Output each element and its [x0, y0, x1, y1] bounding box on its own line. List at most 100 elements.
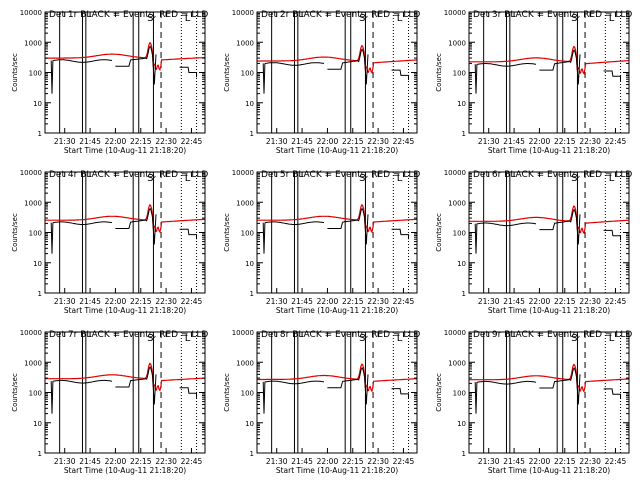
x-tick-label: 21:45 — [79, 297, 101, 306]
x-tick-label: 22:30 — [579, 457, 601, 466]
y-tick-label: 100 — [29, 70, 42, 78]
y-axis-label: Counts/sec — [11, 53, 19, 92]
x-tick-label: 22:00 — [317, 137, 339, 146]
events-line — [474, 367, 621, 414]
x-tick-label: 22:00 — [529, 297, 551, 306]
y-axis-label: Counts/sec — [435, 213, 443, 252]
y-tick-label: 10000 — [444, 9, 466, 17]
y-tick-label: 100 — [29, 390, 42, 398]
events-line — [262, 48, 409, 94]
y-tick-label: 1 — [38, 290, 42, 298]
x-tick-label: 22:45 — [393, 457, 415, 466]
y-tick-label: 10000 — [232, 169, 254, 177]
y-tick-label: 100 — [241, 390, 254, 398]
x-axis-label: Start Time (10-Aug-11 21:18:20) — [64, 146, 186, 155]
data-layer — [45, 332, 205, 453]
x-tick-label: 21:30 — [266, 457, 288, 466]
y-tick-label: 100 — [453, 390, 466, 398]
events-line — [262, 207, 409, 254]
events-line — [474, 49, 621, 94]
events-line — [262, 366, 409, 414]
y-tick-label: 1 — [462, 130, 466, 138]
x-tick-label: 22:45 — [181, 137, 203, 146]
marker-label-s: S — [147, 173, 153, 184]
x-tick-label: 21:45 — [503, 137, 525, 146]
panel-title: Det 2r BLACK = Events, RED = LLD — [261, 10, 420, 20]
x-tick-label: 22:15 — [554, 457, 576, 466]
x-axis-label: Start Time (10-Aug-11 21:18:20) — [64, 466, 186, 475]
events-line — [50, 45, 197, 94]
panel-title: Det 3r BLACK = Events, RED = LLD — [473, 10, 632, 20]
marker-label-l: L — [397, 173, 403, 184]
y-tick-label: 1000 — [236, 199, 254, 207]
x-tick-label: 22:00 — [317, 297, 339, 306]
y-tick-label: 10000 — [232, 329, 254, 337]
y-tick-label: 100 — [453, 230, 466, 238]
marker-label-s: S — [571, 13, 577, 24]
data-layer — [257, 12, 417, 133]
x-tick-label: 22:00 — [105, 457, 127, 466]
y-tick-label: 10000 — [20, 169, 42, 177]
x-tick-label: 21:45 — [291, 137, 313, 146]
lld-line — [45, 362, 205, 392]
x-axis-label: Start Time (10-Aug-11 21:18:20) — [488, 146, 610, 155]
x-tick-label: 21:45 — [291, 297, 313, 306]
y-tick-label: 10 — [33, 260, 42, 268]
x-tick-label: 22:15 — [554, 297, 576, 306]
panel-title: Det 7r BLACK = Events, RED = LLD — [49, 330, 208, 340]
y-axis-label: Counts/sec — [223, 213, 231, 252]
x-axis-label: Start Time (10-Aug-11 21:18:20) — [488, 306, 610, 315]
panel-title: Det 9r BLACK = Events, RED = LLD — [473, 330, 632, 340]
x-tick-label: 22:45 — [181, 457, 203, 466]
y-tick-label: 10000 — [232, 9, 254, 17]
x-tick-label: 22:45 — [605, 137, 627, 146]
y-tick-label: 1000 — [236, 359, 254, 367]
marker-label-l: L — [397, 13, 403, 24]
events-line — [474, 208, 621, 254]
x-tick-label: 21:30 — [54, 457, 76, 466]
panel-title: Det 6r BLACK = Events, RED = LLD — [473, 170, 632, 180]
y-tick-label: 10 — [33, 100, 42, 108]
x-axis-label: Start Time (10-Aug-11 21:18:20) — [276, 146, 398, 155]
marker-label-s: S — [359, 333, 365, 344]
events-line — [50, 366, 197, 414]
x-tick-label: 22:15 — [342, 457, 364, 466]
x-tick-label: 22:00 — [529, 457, 551, 466]
y-tick-label: 10 — [457, 420, 466, 428]
y-tick-label: 10 — [33, 420, 42, 428]
marker-label-l: L — [609, 13, 615, 24]
x-tick-label: 21:45 — [79, 457, 101, 466]
x-tick-label: 21:30 — [54, 137, 76, 146]
marker-label-s: S — [571, 173, 577, 184]
lld-line — [257, 363, 417, 393]
lld-line — [469, 205, 629, 235]
x-tick-label: 22:30 — [155, 457, 177, 466]
marker-label-l: L — [185, 173, 191, 184]
x-tick-label: 22:30 — [155, 137, 177, 146]
marker-label-l: L — [609, 173, 615, 184]
x-axis-label: Start Time (10-Aug-11 21:18:20) — [276, 306, 398, 315]
x-tick-label: 21:45 — [503, 297, 525, 306]
y-axis-label: Counts/sec — [435, 373, 443, 412]
y-tick-label: 10000 — [20, 329, 42, 337]
x-tick-label: 22:30 — [367, 457, 389, 466]
y-tick-label: 1 — [250, 450, 254, 458]
marker-label-l: L — [397, 333, 403, 344]
x-tick-label: 22:15 — [342, 297, 364, 306]
y-tick-label: 1 — [250, 290, 254, 298]
y-tick-label: 100 — [453, 70, 466, 78]
x-axis-label: Start Time (10-Aug-11 21:18:20) — [64, 306, 186, 315]
y-axis-label: Counts/sec — [223, 53, 231, 92]
lld-line — [45, 204, 205, 234]
x-tick-label: 22:15 — [130, 137, 152, 146]
x-tick-label: 22:00 — [317, 457, 339, 466]
y-tick-label: 1000 — [24, 359, 42, 367]
x-tick-label: 22:45 — [605, 457, 627, 466]
